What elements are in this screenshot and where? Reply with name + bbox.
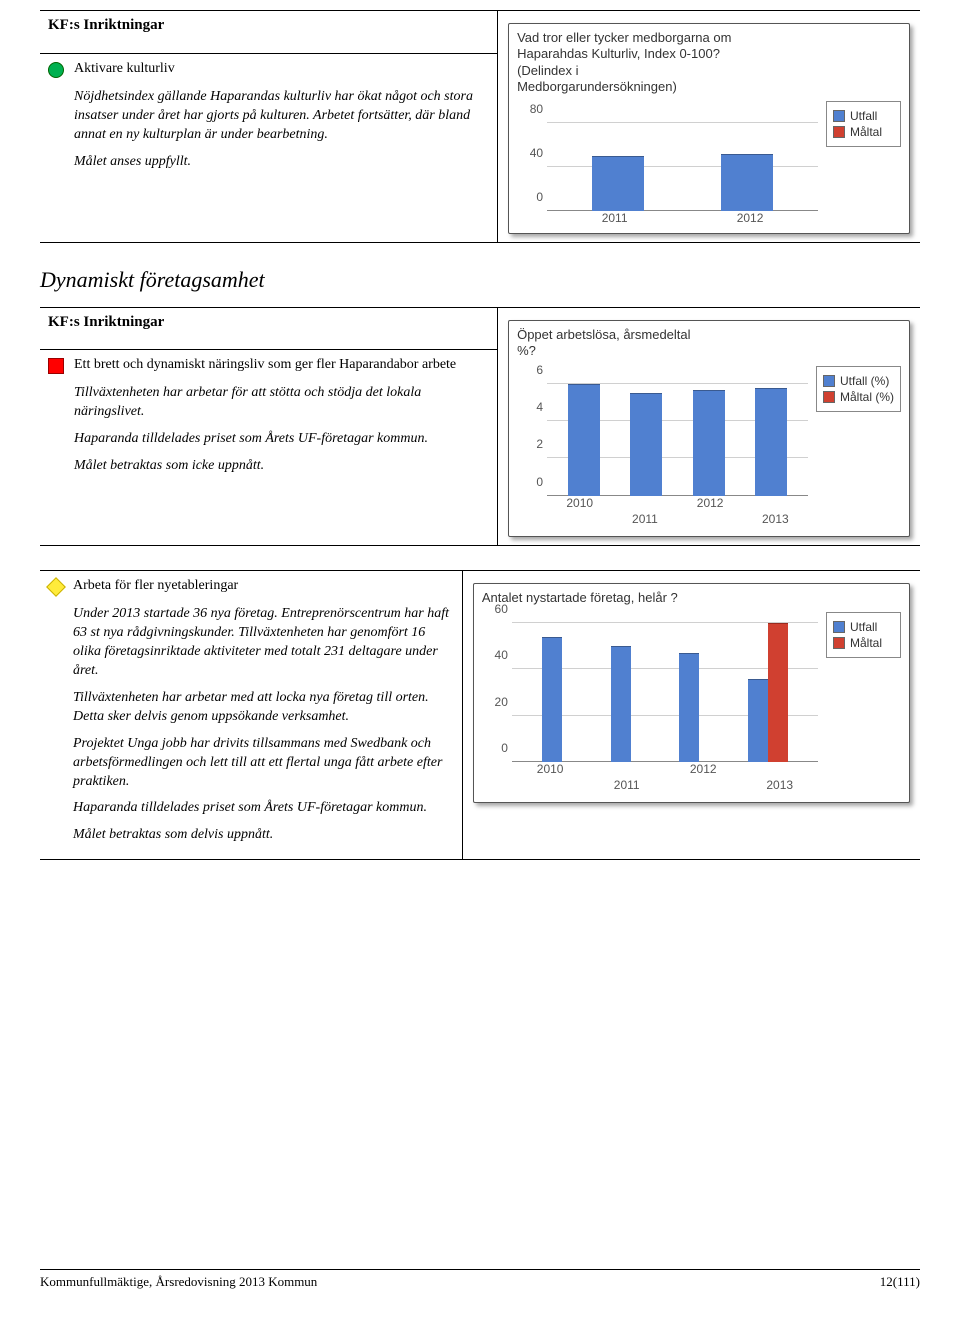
chart2-plot: 0246 xyxy=(517,366,808,496)
chart1-title-l2: Haparahdas Kulturliv, Index 0-100? xyxy=(517,46,720,61)
chart-kulturliv: Vad tror eller tycker medborgarna om Hap… xyxy=(508,23,910,234)
chart2-title-l2: %? xyxy=(517,343,536,358)
section1-header: KF:s Inriktningar xyxy=(40,11,498,54)
chart2-title-l1: Öppet arbetslösa, årsmedeltal xyxy=(517,327,690,342)
section3-table: Arbeta för fler nyetableringar Under 201… xyxy=(40,570,920,861)
chart1-title-l1: Vad tror eller tycker medborgarna om xyxy=(517,30,731,45)
section3-body4: Haparanda tilldelades priset som Årets U… xyxy=(73,799,454,818)
section2-table: KF:s Inriktningar Öppet arbetslösa, årsm… xyxy=(40,307,920,546)
section3-body1: Under 2013 startade 36 nya företag. Entr… xyxy=(73,605,454,681)
chart1-legend: Utfall Måltal xyxy=(826,101,901,147)
chart-nystartade: Antalet nystartade företag, helår ? 0204… xyxy=(473,583,910,803)
section1-body2: Målet anses uppfyllt. xyxy=(74,153,489,172)
chart-arbetslosa: Öppet arbetslösa, årsmedeltal %? 0246 20… xyxy=(508,320,910,537)
status-red-square-icon xyxy=(48,358,64,374)
page-footer: Kommunfullmäktige, Årsredovisning 2013 K… xyxy=(40,1269,920,1290)
section2-item-title: Ett brett och dynamiskt näringsliv som g… xyxy=(74,356,489,375)
section2-body3: Målet betraktas som icke uppnått. xyxy=(74,457,489,476)
chart1-title-l4: Medborgarundersökningen) xyxy=(517,79,677,94)
chart3-legend: Utfall Måltal xyxy=(826,612,901,658)
section2-body1: Tillväxtenheten har arbetar för att stöt… xyxy=(74,384,489,422)
footer-left: Kommunfullmäktige, Årsredovisning 2013 K… xyxy=(40,1274,317,1290)
status-green-circle-icon xyxy=(48,62,64,78)
section1-item-title: Aktivare kulturliv xyxy=(74,60,489,79)
section1-body1: Nöjdhetsindex gällande Haparandas kultur… xyxy=(74,88,489,145)
chart3-title: Antalet nystartade företag, helår ? xyxy=(482,590,901,606)
footer-right: 12(111) xyxy=(880,1274,920,1290)
chart1-title-l3: (Delindex i xyxy=(517,63,578,78)
section2-header: KF:s Inriktningar xyxy=(40,308,498,350)
status-yellow-diamond-icon xyxy=(46,577,66,597)
section3-body5: Målet betraktas som delvis uppnått. xyxy=(73,826,454,845)
heading-dynamiskt: Dynamiskt företagsamhet xyxy=(40,267,920,293)
chart3-plot: 0204060 xyxy=(482,612,818,762)
section3-body3: Projektet Unga jobb har drivits tillsamm… xyxy=(73,735,454,792)
chart1-plot: 04080 xyxy=(517,101,818,211)
chart2-legend: Utfall (%) Måltal (%) xyxy=(816,366,901,412)
section3-item-title: Arbeta för fler nyetableringar xyxy=(73,577,454,596)
section2-body2: Haparanda tilldelades priset som Årets U… xyxy=(74,430,489,449)
section1-table: KF:s Inriktningar Vad tror eller tycker … xyxy=(40,10,920,243)
section3-body2: Tillväxtenheten har arbetar med att lock… xyxy=(73,689,454,727)
